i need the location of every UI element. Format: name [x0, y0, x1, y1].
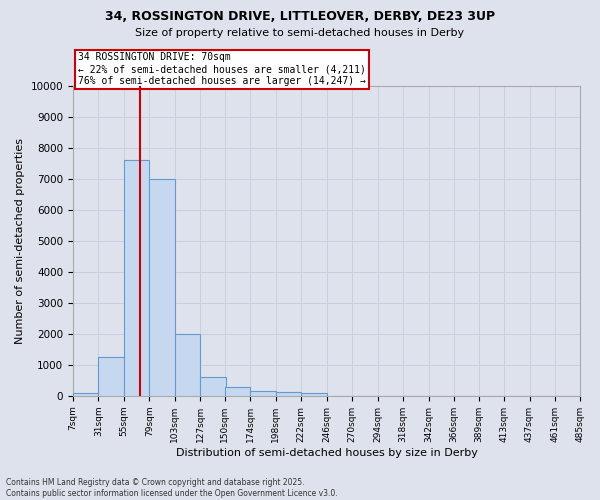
- Bar: [175, 334, 200, 396]
- Bar: [301, 392, 327, 396]
- Text: 34, ROSSINGTON DRIVE, LITTLEOVER, DERBY, DE23 3UP: 34, ROSSINGTON DRIVE, LITTLEOVER, DERBY,…: [105, 10, 495, 23]
- Text: 34 ROSSINGTON DRIVE: 70sqm
← 22% of semi-detached houses are smaller (4,211)
76%: 34 ROSSINGTON DRIVE: 70sqm ← 22% of semi…: [78, 52, 366, 86]
- Bar: [250, 391, 276, 396]
- Title: 34, ROSSINGTON DRIVE, LITTLEOVER, DERBY, DE23 3UP
Size of property relative to s: 34, ROSSINGTON DRIVE, LITTLEOVER, DERBY,…: [0, 499, 1, 500]
- Bar: [149, 178, 175, 396]
- Bar: [73, 392, 98, 396]
- Y-axis label: Number of semi-detached properties: Number of semi-detached properties: [15, 138, 25, 344]
- X-axis label: Distribution of semi-detached houses by size in Derby: Distribution of semi-detached houses by …: [176, 448, 478, 458]
- Bar: [200, 377, 226, 396]
- Text: Size of property relative to semi-detached houses in Derby: Size of property relative to semi-detach…: [136, 28, 464, 38]
- Text: Contains HM Land Registry data © Crown copyright and database right 2025.
Contai: Contains HM Land Registry data © Crown c…: [6, 478, 338, 498]
- Bar: [98, 357, 124, 396]
- Bar: [124, 160, 149, 396]
- Bar: [225, 387, 250, 396]
- Bar: [276, 392, 301, 396]
